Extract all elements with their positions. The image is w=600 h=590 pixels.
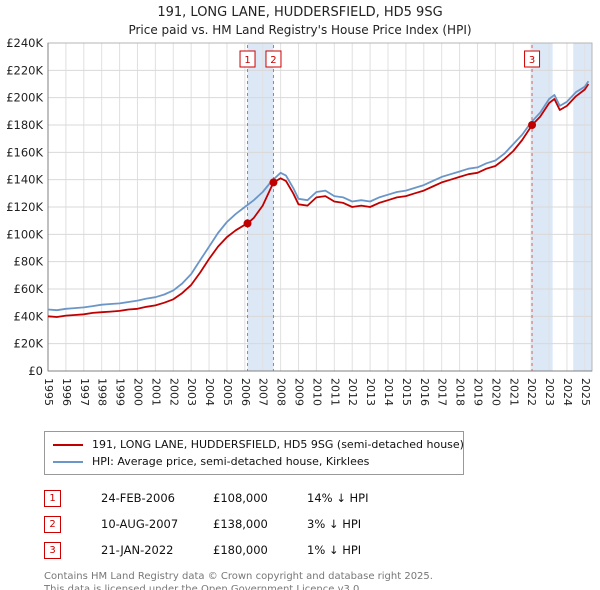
hpi-line-swatch	[53, 460, 83, 463]
legend-label-property: 191, LONG LANE, HUDDERSFIELD, HD5 9SG (s…	[92, 438, 464, 451]
transaction-marker-2: 2	[44, 515, 61, 533]
x-tick-label: 2023	[543, 378, 556, 406]
y-tick-label: £80K	[14, 255, 44, 269]
footer-line-2: This data is licensed under the Open Gov…	[44, 583, 363, 590]
hpi-line	[47, 80, 590, 312]
sale-number-label: 3	[529, 55, 535, 66]
y-tick-label: £40K	[14, 309, 44, 323]
sale-point-marker	[269, 178, 278, 187]
transaction-date: 10-AUG-2007	[101, 517, 179, 531]
footer-line-1: Contains HM Land Registry data © Crown c…	[44, 571, 433, 582]
x-tick-label: 2008	[275, 378, 288, 406]
x-tick-label: 2009	[293, 378, 306, 406]
x-tick-label: 2004	[203, 378, 216, 406]
transaction-row: 2 10-AUG-2007 £138,000 3% ↓ HPI	[44, 511, 600, 537]
transaction-hpi-delta: 3% ↓ HPI	[307, 517, 362, 531]
transaction-date: 21-JAN-2022	[101, 543, 174, 557]
chart-title: 191, LONG LANE, HUDDERSFIELD, HD5 9SG	[157, 5, 443, 20]
legend-item-property: 191, LONG LANE, HUDDERSFIELD, HD5 9SG (s…	[53, 436, 464, 453]
x-tick-label: 2007	[257, 378, 270, 406]
y-tick-label: £140K	[6, 173, 43, 187]
x-tick-label: 1995	[42, 378, 55, 406]
price-paid-line	[47, 83, 590, 318]
sale-number-box	[239, 50, 256, 68]
price-chart: 1995 1996 1997 1998 1999 2000 2001 2002 2003 2004…	[6, 36, 593, 406]
y-tick-label: £0	[28, 364, 43, 378]
y-tick-label: £60K	[14, 282, 44, 296]
y-tick-label: £120K	[6, 200, 43, 214]
transaction-price: £180,000	[213, 543, 268, 557]
transaction-date: 24-FEB-2006	[101, 491, 175, 505]
x-tick-label: 2002	[167, 378, 180, 406]
x-tick-label: 2021	[507, 378, 520, 406]
transaction-row: 3 21-JAN-2022 £180,000 1% ↓ HPI	[44, 537, 600, 563]
sale-point-marker	[528, 121, 537, 129]
sale-number-box	[265, 50, 282, 68]
x-tick-label: 2003	[185, 378, 198, 406]
x-tick-label: 1996	[60, 378, 73, 406]
x-tick-label: 2011	[328, 378, 341, 406]
x-tick-label: 2018	[454, 378, 467, 406]
legend-label-hpi: HPI: Average price, semi-detached house,…	[92, 455, 370, 468]
sale-number-box	[524, 50, 541, 68]
y-tick-label: £180K	[6, 118, 43, 132]
y-tick-label: £240K	[6, 37, 43, 50]
x-tick-label: 2013	[364, 378, 377, 406]
transactions-table: 1 24-FEB-2006 £108,000 14% ↓ HPI 2 10-AU…	[44, 485, 600, 563]
y-tick-label: £20K	[14, 337, 44, 351]
transaction-marker-3: 3	[44, 541, 61, 559]
x-tick-label: 2012	[346, 378, 359, 406]
x-tick-label: 1999	[114, 378, 127, 406]
x-tick-label: 2014	[382, 378, 395, 406]
x-tick-label: 2020	[489, 378, 502, 406]
x-tick-label: 2006	[239, 378, 252, 406]
transaction-row: 1 24-FEB-2006 £108,000 14% ↓ HPI	[44, 485, 600, 511]
license-footer: Contains HM Land Registry data © Crown c…	[44, 571, 600, 590]
y-tick-label: £160K	[6, 145, 43, 159]
transaction-hpi-delta: 1% ↓ HPI	[307, 543, 362, 557]
transaction-hpi-delta: 14% ↓ HPI	[307, 491, 369, 505]
transaction-price: £138,000	[213, 517, 268, 531]
x-tick-label: 2024	[561, 378, 574, 406]
transaction-marker-1: 1	[44, 489, 61, 507]
x-tick-label: 2000	[131, 378, 144, 406]
x-tick-label: 1997	[78, 378, 91, 406]
x-tick-label: 2005	[221, 378, 234, 406]
x-tick-label: 2019	[471, 378, 484, 406]
x-tick-label: 2001	[149, 378, 162, 406]
y-tick-label: £200K	[6, 91, 43, 105]
chart-subtitle: Price paid vs. HM Land Registry's House …	[128, 23, 472, 37]
x-tick-label: 2015	[400, 378, 413, 406]
x-tick-label: 2025	[579, 378, 592, 406]
x-tick-label: 2010	[310, 378, 323, 406]
x-tick-label: 1998	[96, 378, 109, 406]
transaction-price: £108,000	[213, 491, 268, 505]
x-tick-label: 2022	[525, 378, 538, 406]
legend-item-hpi: HPI: Average price, semi-detached house,…	[53, 453, 455, 470]
sale-number-label: 2	[270, 55, 276, 66]
sale-point-marker	[243, 219, 252, 228]
sale-number-label: 1	[244, 55, 250, 66]
y-tick-label: £220K	[6, 63, 43, 77]
legend: 191, LONG LANE, HUDDERSFIELD, HD5 9SG (s…	[44, 431, 464, 475]
x-tick-label: 2016	[418, 378, 431, 406]
x-tick-label: 2017	[436, 378, 449, 406]
red-line-swatch	[53, 443, 83, 446]
y-tick-label: £100K	[6, 227, 43, 241]
chart-header: 191, LONG LANE, HUDDERSFIELD, HD5 9SG Pr…	[0, 0, 600, 37]
